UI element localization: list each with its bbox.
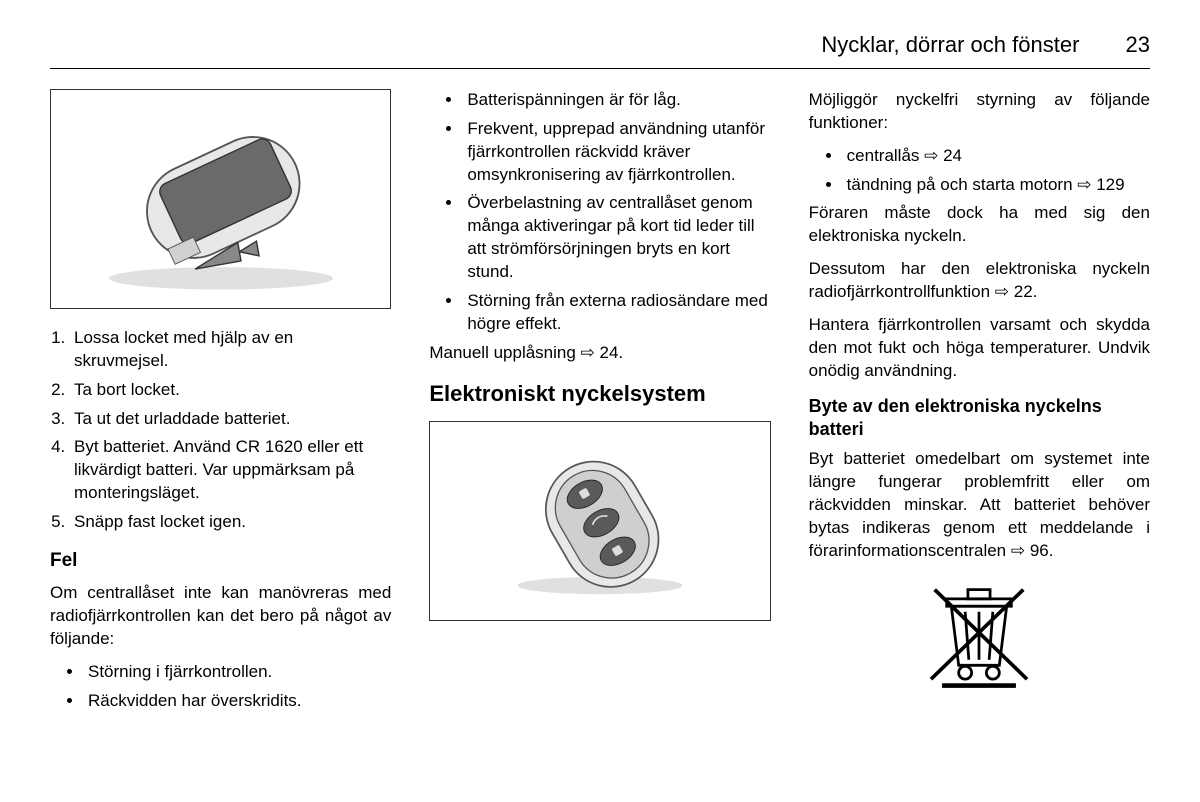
fault-item: Störning från externa radiosändare med h… [463, 290, 770, 336]
fault-list-b: Batterispänningen är för låg. Frekvent, … [463, 89, 770, 336]
step-item: Byt batteriet. Använd CR 1620 eller ett … [70, 436, 391, 505]
fault-heading: Fel [50, 548, 391, 574]
func-item: tändning på och starta motorn ⇨ 129 [843, 174, 1150, 197]
func-item: centrallås ⇨ 24 [843, 145, 1150, 168]
driver-note: Föraren måste dock ha med sig den elektr… [809, 202, 1150, 248]
step-item: Snäpp fast locket igen. [70, 511, 391, 534]
keyless-intro: Möjliggör nyckelfri styrning av följande… [809, 89, 1150, 135]
column-2: Batterispänningen är för låg. Frekvent, … [429, 89, 770, 719]
keyless-function-list: centrallås ⇨ 24 tändning på och starta m… [843, 145, 1150, 197]
step-item: Ta bort locket. [70, 379, 391, 402]
step-item: Ta ut det urladdade batteriet. [70, 408, 391, 431]
fault-item: Räckvidden har överskridits. [84, 690, 391, 713]
no-dispose-illustration [809, 573, 1150, 693]
key-open-icon [81, 99, 361, 299]
fault-item: Frekvent, upprepad användning utanför fj… [463, 118, 770, 187]
column-3: Möjliggör nyckelfri styrning av följande… [809, 89, 1150, 719]
manual-unlock-ref: Manuell upplåsning ⇨ 24. [429, 342, 770, 365]
page-number: 23 [1126, 30, 1150, 60]
fault-item: Batterispänningen är för låg. [463, 89, 770, 112]
column-1: Lossa locket med hjälp av en skruvmejsel… [50, 89, 391, 719]
electronic-key-illustration [429, 421, 770, 621]
header-title: Nycklar, dörrar och fönster [821, 32, 1079, 57]
electronic-key-heading: Elektroniskt nyckelsystem [429, 379, 770, 409]
key-fob-icon [470, 428, 730, 613]
page-header: Nycklar, dörrar och fönster 23 [50, 30, 1150, 69]
battery-replace-steps: Lossa locket med hjälp av en skruvmejsel… [70, 327, 391, 535]
battery-replace-heading: Byte av den elektroniska nyckelns batter… [809, 395, 1150, 440]
handle-care-note: Hantera fjärrkontrollen varsamt och skyd… [809, 314, 1150, 383]
radio-remote-note: Dessutom har den elektroniska nyckeln ra… [809, 258, 1150, 304]
key-battery-illustration [50, 89, 391, 309]
content-columns: Lossa locket med hjälp av en skruvmejsel… [50, 89, 1150, 719]
fault-item: Störning i fjärrkontrollen. [84, 661, 391, 684]
step-item: Lossa locket med hjälp av en skruvmejsel… [70, 327, 391, 373]
fault-list-a: Störning i fjärrkontrollen. Räckvidden h… [84, 661, 391, 713]
fault-intro: Om centrallåset inte kan manövreras med … [50, 582, 391, 651]
fault-item: Överbelastning av centrallåset genom mån… [463, 192, 770, 284]
no-trash-icon [914, 573, 1044, 693]
battery-replace-text: Byt batteriet omedelbart om systemet int… [809, 448, 1150, 563]
